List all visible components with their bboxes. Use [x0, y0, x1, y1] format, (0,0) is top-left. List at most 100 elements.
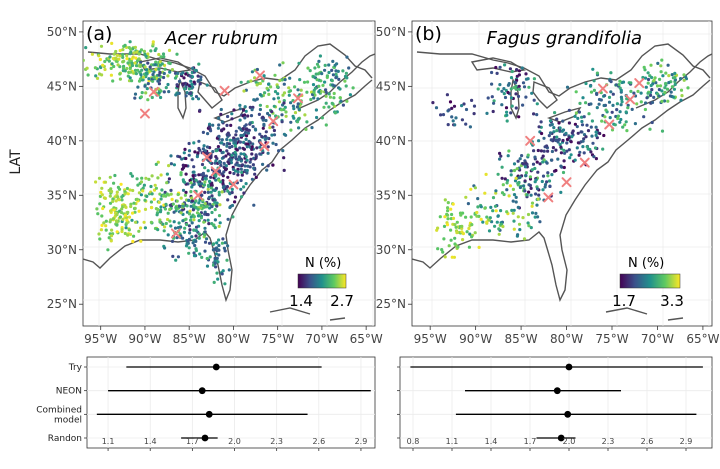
occurrence-point: [498, 65, 502, 69]
occurrence-point: [644, 76, 648, 80]
occurrence-point: [589, 125, 593, 129]
occurrence-point: [217, 248, 221, 252]
occurrence-point: [133, 210, 137, 214]
occurrence-point: [468, 125, 472, 129]
occurrence-point: [445, 93, 449, 97]
occurrence-point: [505, 188, 509, 192]
occurrence-point: [233, 144, 237, 148]
occurrence-point: [239, 152, 243, 156]
occurrence-point: [514, 195, 518, 199]
occurrence-point: [324, 90, 328, 94]
occurrence-point: [239, 167, 243, 171]
occurrence-point: [210, 194, 214, 198]
occurrence-point: [523, 189, 527, 193]
occurrence-point: [476, 205, 480, 209]
occurrence-point: [203, 180, 207, 184]
occurrence-point: [516, 94, 521, 98]
occurrence-point: [333, 63, 337, 67]
occurrence-point: [187, 198, 191, 202]
occurrence-point: [609, 80, 613, 84]
occurrence-point: [491, 109, 495, 114]
occurrence-point: [144, 68, 149, 72]
occurrence-point: [510, 69, 514, 74]
occurrence-point: [252, 166, 256, 170]
occurrence-point: [223, 249, 227, 253]
occurrence-point: [182, 179, 186, 183]
occurrence-point: [136, 183, 140, 187]
occurrence-point: [582, 151, 586, 155]
occurrence-point: [152, 70, 156, 74]
category-label: NEON: [56, 387, 82, 397]
occurrence-point: [158, 210, 163, 214]
occurrence-point: [272, 97, 276, 101]
occurrence-point: [483, 206, 487, 210]
occurrence-point: [110, 189, 114, 194]
occurrence-point: [562, 165, 566, 170]
occurrence-point: [503, 63, 507, 67]
occurrence-point: [660, 89, 664, 93]
occurrence-point: [133, 61, 137, 65]
occurrence-point: [225, 185, 229, 189]
occurrence-point: [154, 207, 158, 211]
occurrence-point: [245, 145, 249, 149]
occurrence-point: [470, 98, 474, 102]
occurrence-point: [179, 171, 183, 175]
occurrence-point: [537, 139, 541, 143]
occurrence-point: [94, 180, 98, 184]
occurrence-point: [190, 75, 195, 79]
occurrence-point: [595, 106, 599, 110]
occurrence-point: [487, 218, 491, 222]
occurrence-point: [154, 186, 158, 190]
occurrence-point: [277, 100, 281, 104]
occurrence-point: [220, 120, 224, 124]
occurrence-point: [192, 141, 196, 145]
occurrence-point: [281, 149, 285, 153]
occurrence-point: [584, 101, 588, 105]
occurrence-point: [524, 95, 528, 99]
occurrence-point: [520, 66, 524, 70]
occurrence-point: [509, 173, 513, 177]
occurrence-point: [558, 129, 562, 133]
occurrence-point: [500, 89, 504, 93]
occurrence-point: [203, 202, 207, 206]
occurrence-point: [194, 69, 198, 73]
occurrence-point: [574, 111, 579, 115]
occurrence-point: [139, 60, 143, 64]
inset-panel-b-marks: [397, 363, 703, 442]
occurrence-point: [562, 159, 566, 163]
occurrence-point: [514, 81, 518, 85]
occurrence-point: [446, 217, 450, 221]
occurrence-point: [238, 107, 242, 111]
occurrence-point: [514, 200, 518, 204]
occurrence-point: [532, 98, 536, 102]
occurrence-point: [345, 99, 349, 103]
occurrence-point: [167, 164, 171, 168]
occurrence-point: [673, 71, 677, 75]
occurrence-point: [243, 168, 247, 173]
occurrence-point: [248, 121, 252, 125]
occurrence-point: [194, 205, 198, 209]
occurrence-point: [446, 209, 450, 213]
occurrence-point: [248, 165, 252, 169]
occurrence-point: [441, 250, 445, 254]
occurrence-point: [619, 103, 623, 107]
occurrence-point: [590, 134, 594, 138]
occurrence-point: [575, 125, 579, 129]
occurrence-point: [268, 126, 272, 130]
occurrence-point: [243, 124, 247, 128]
occurrence-point: [243, 105, 247, 109]
occurrence-point: [530, 201, 535, 205]
occurrence-point: [137, 57, 141, 61]
occurrence-point: [222, 170, 226, 174]
occurrence-point: [246, 131, 250, 135]
occurrence-point: [168, 219, 172, 223]
occurrence-point: [490, 70, 494, 75]
occurrence-point: [144, 71, 149, 75]
occurrence-point: [225, 144, 229, 148]
occurrence-point: [483, 191, 487, 195]
occurrence-point: [240, 163, 245, 167]
occurrence-point: [214, 173, 218, 177]
occurrence-point: [178, 155, 182, 159]
occurrence-point: [141, 189, 145, 193]
occurrence-point: [99, 228, 103, 232]
